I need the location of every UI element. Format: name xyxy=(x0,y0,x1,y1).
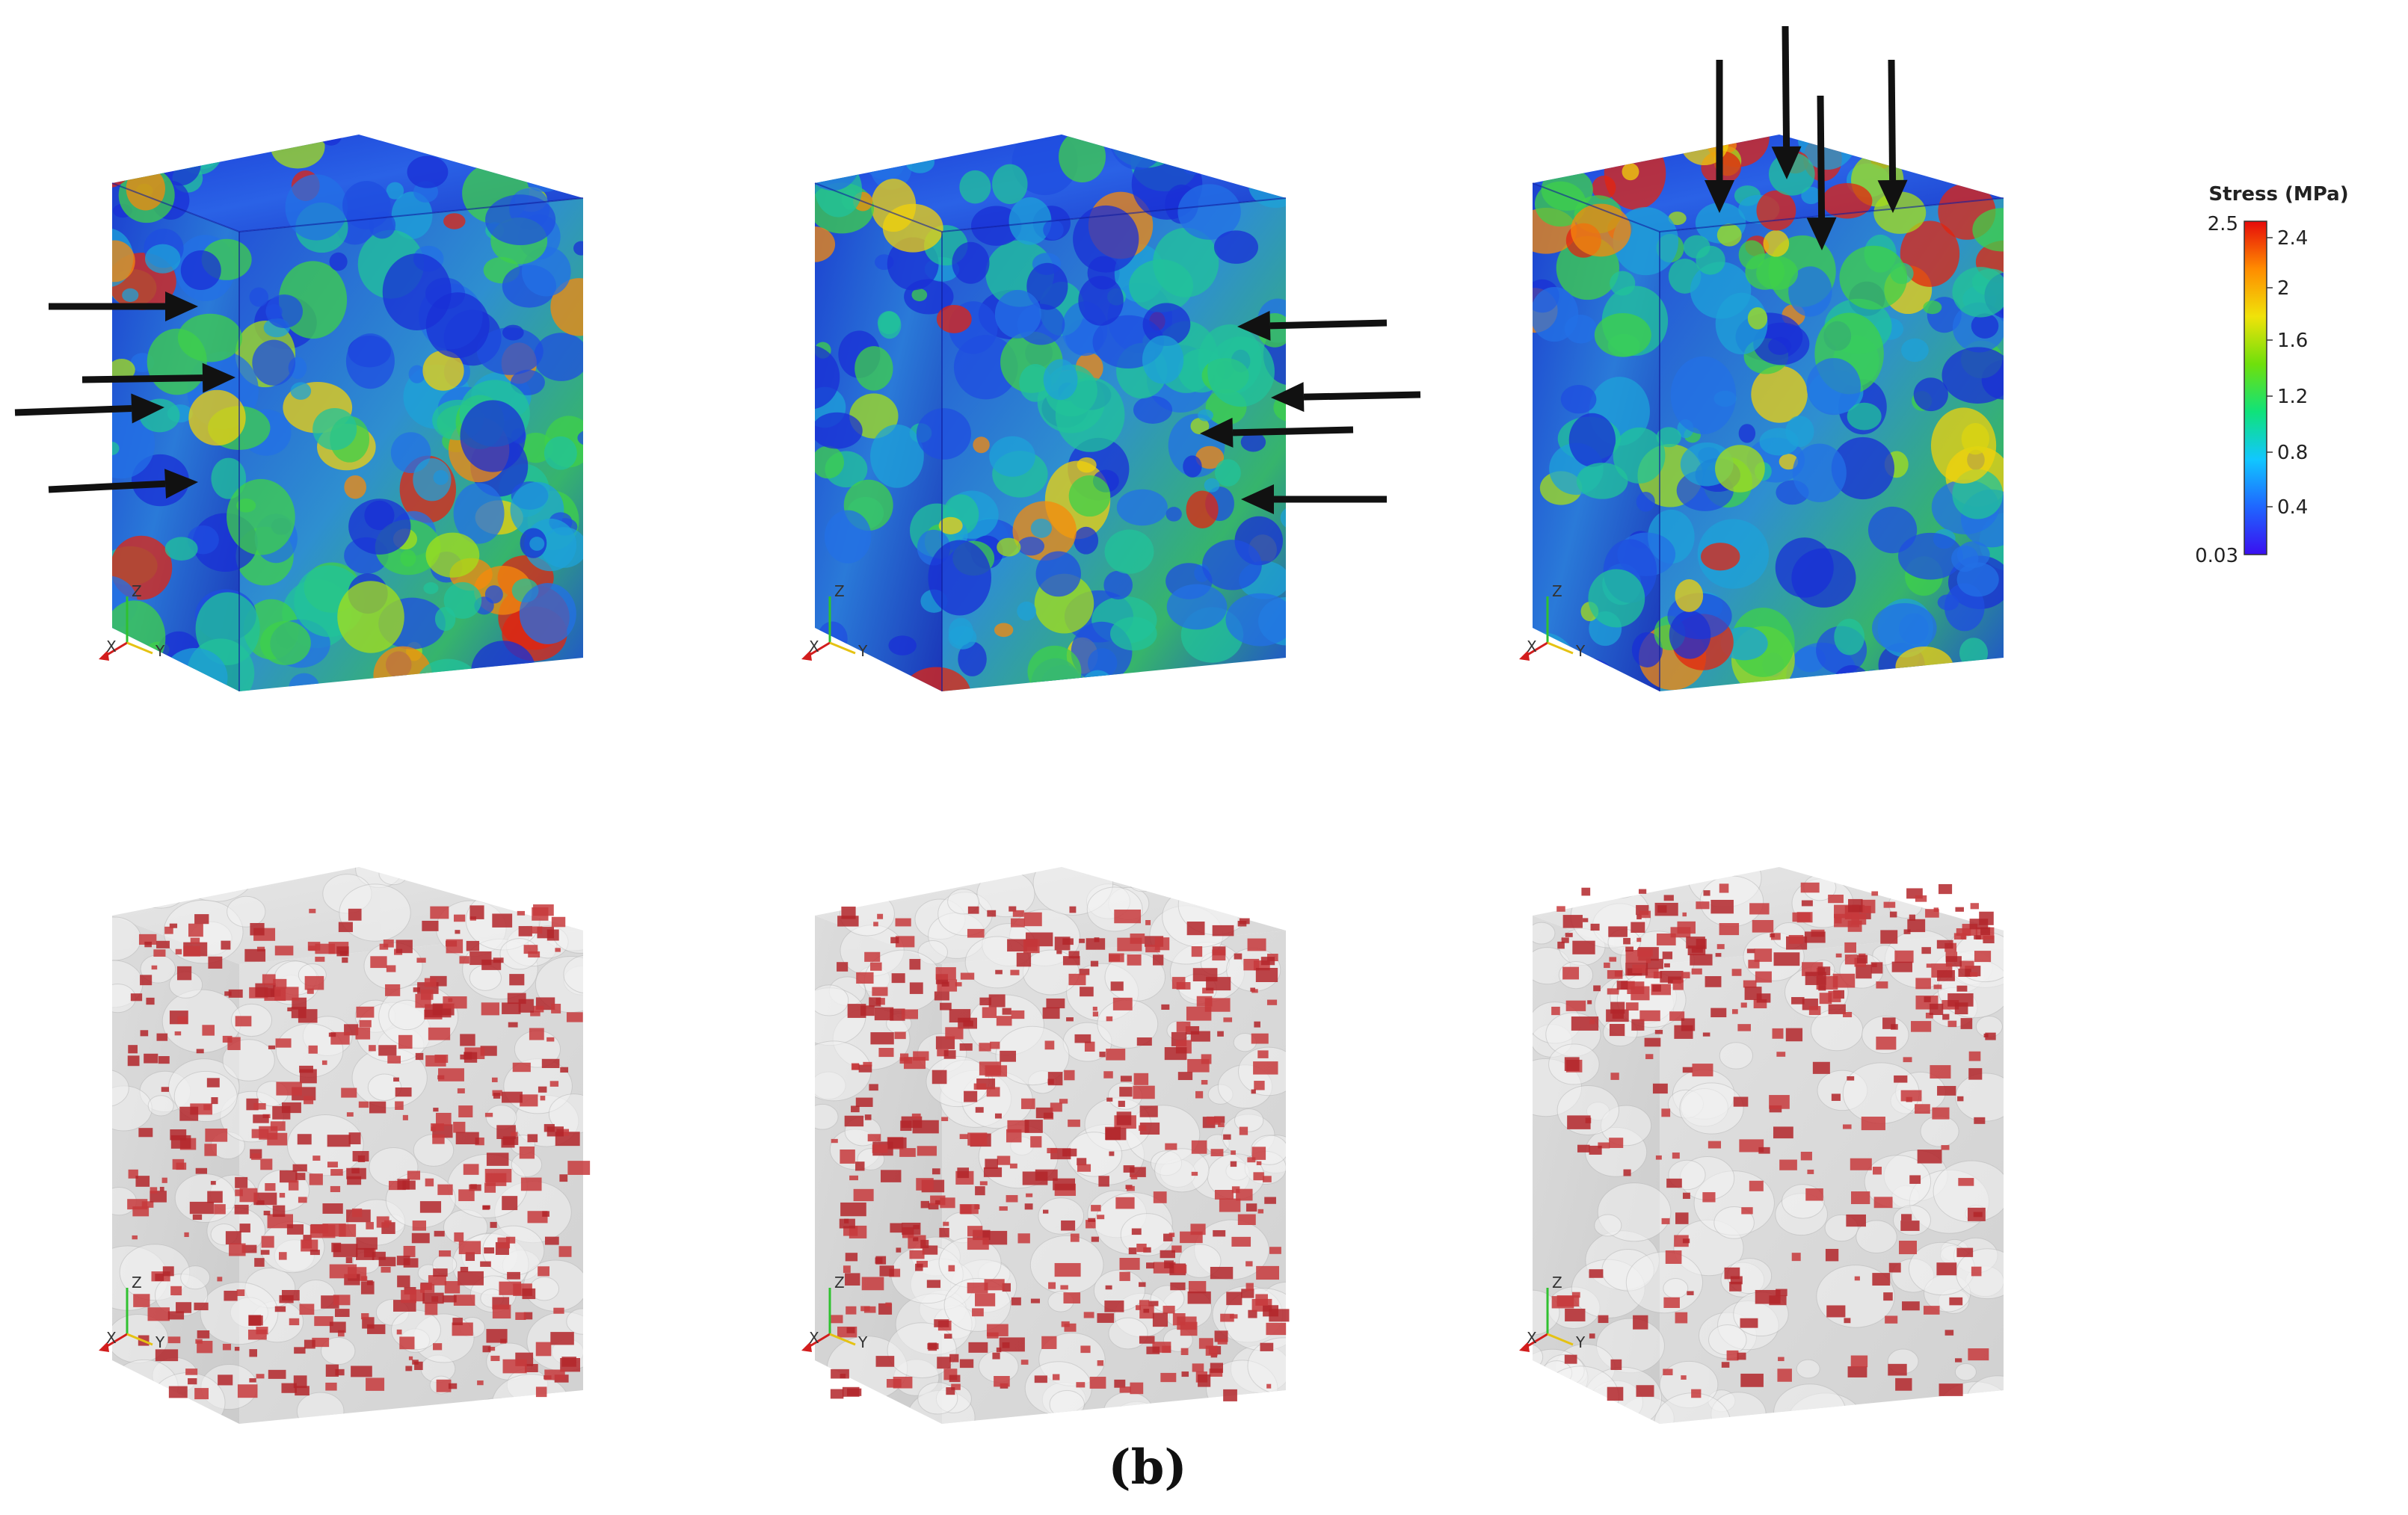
axis-label-z: Z xyxy=(132,1274,142,1292)
load-arrow xyxy=(48,469,198,499)
axis-label-y: Y xyxy=(1575,642,1586,660)
load-arrow xyxy=(1200,417,1354,448)
damage-voxels xyxy=(1551,882,1996,1401)
colorbar-ticks: 2.4 2 1.6 1.2 0.8 0.4 xyxy=(2267,227,2308,519)
load-arrow xyxy=(1705,60,1734,213)
load-arrow xyxy=(1237,310,1388,341)
axis-label-y: Y xyxy=(857,642,868,660)
colorbar-tick-label: 1.6 xyxy=(2277,330,2308,352)
damage-cube-1 xyxy=(112,867,591,1424)
axis-label-z: Z xyxy=(834,1274,845,1292)
axis-label-x: X xyxy=(106,1329,117,1347)
load-arrow xyxy=(1806,95,1837,250)
axis-label-y: Y xyxy=(155,642,165,660)
load-arrows xyxy=(14,25,1908,514)
colorbar-tick-label: 2.4 xyxy=(2277,227,2308,250)
load-arrow xyxy=(1271,382,1421,413)
stress-cubes-row xyxy=(111,135,2004,691)
cube-top-face xyxy=(112,135,583,232)
damage-cubes-row xyxy=(112,867,2004,1424)
damage-cube-2 xyxy=(815,867,1290,1424)
stress-cube-2 xyxy=(814,135,1287,691)
axis-label-y: Y xyxy=(155,1333,165,1351)
load-arrow xyxy=(81,362,235,393)
load-arrow xyxy=(1241,484,1387,514)
colorbar-tick-label: 2 xyxy=(2277,277,2290,300)
axis-label-x: X xyxy=(1527,1329,1537,1347)
axis-label-z: Z xyxy=(1552,582,1562,600)
colorbar-tick-label: 0.4 xyxy=(2277,496,2308,519)
axis-label-x: X xyxy=(1527,638,1537,655)
axis-label-y: Y xyxy=(857,1333,868,1351)
stress-cube-3 xyxy=(1532,135,2004,691)
colorbar-tick-label: 0.8 xyxy=(2277,442,2308,464)
axis-label-x: X xyxy=(106,638,117,655)
axis-label-y: Y xyxy=(1575,1333,1586,1351)
stress-colorbar: Stress (MPa) 2.5 0.03 2.4 2 1.6 1.2 0.8 0.4 xyxy=(2195,183,2348,567)
axis-triad: Z X Y xyxy=(99,582,165,661)
axis-label-x: X xyxy=(809,638,819,655)
axis-triad: Z X Y xyxy=(801,1274,868,1352)
panel-label: (b) xyxy=(1108,1440,1186,1496)
axis-triad: Z X Y xyxy=(99,1274,165,1352)
axis-label-x: X xyxy=(809,1329,819,1347)
axis-triad: Z X Y xyxy=(801,582,868,661)
axis-label-z: Z xyxy=(834,582,845,600)
load-arrow xyxy=(14,393,164,424)
colorbar-title: Stress (MPa) xyxy=(2208,183,2348,206)
load-arrow xyxy=(49,291,198,321)
axis-label-z: Z xyxy=(132,582,142,600)
load-arrow xyxy=(1877,59,1908,213)
colorbar-gradient xyxy=(2244,220,2267,555)
load-arrow xyxy=(1771,25,1802,179)
axis-triad: Z X Y xyxy=(1519,582,1586,661)
colorbar-tick-label: 1.2 xyxy=(2277,386,2308,408)
damage-voxels xyxy=(127,904,591,1400)
colorbar-min-label: 0.03 xyxy=(2195,545,2238,567)
damage-cube-3 xyxy=(1533,867,2004,1424)
axis-triad: Z X Y xyxy=(1519,1274,1586,1352)
axis-triads: Z X Y Z X Y Z X Y Z X Y Z X Y Z X Y xyxy=(99,582,1586,1352)
colorbar-max-label: 2.5 xyxy=(2208,213,2238,235)
axis-label-z: Z xyxy=(1552,1274,1562,1292)
damage-voxels xyxy=(830,906,1290,1401)
